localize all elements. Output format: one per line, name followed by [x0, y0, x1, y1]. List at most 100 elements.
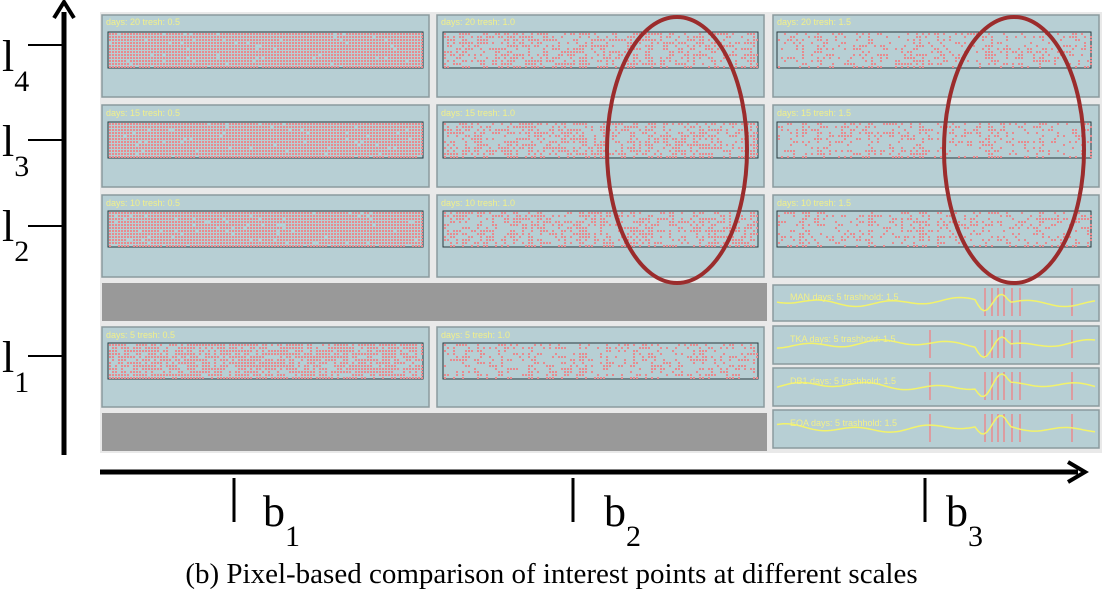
- interest-point-dot: [531, 39, 533, 41]
- interest-point-dot: [540, 135, 542, 137]
- interest-point-dot: [793, 57, 795, 59]
- interest-point-dot: [202, 60, 204, 62]
- interest-point-dot: [121, 51, 123, 53]
- interest-point-dot: [250, 144, 252, 146]
- interest-point-dot: [699, 36, 701, 38]
- interest-point-dot: [489, 48, 491, 50]
- interest-point-dot: [886, 123, 888, 125]
- interest-point-dot: [277, 63, 279, 65]
- interest-point-dot: [856, 153, 858, 155]
- interest-point-dot: [690, 132, 692, 134]
- interest-point-dot: [160, 233, 162, 235]
- interest-point-dot: [226, 233, 228, 235]
- interest-point-dot: [898, 132, 900, 134]
- interest-point-dot: [277, 132, 279, 134]
- interest-point-dot: [582, 48, 584, 50]
- interest-point-dot: [1033, 126, 1035, 128]
- interest-point-dot: [355, 57, 357, 59]
- interest-point-dot: [573, 141, 575, 143]
- interest-point-dot: [145, 236, 147, 238]
- interest-point-dot: [811, 147, 813, 149]
- interest-point-dot: [513, 66, 515, 68]
- interest-point-dot: [376, 129, 378, 131]
- interest-point-dot: [340, 129, 342, 131]
- interest-point-dot: [1021, 33, 1023, 35]
- interest-point-dot: [723, 45, 725, 47]
- interest-point-dot: [205, 48, 207, 50]
- interest-point-dot: [355, 63, 357, 65]
- interest-point-dot: [241, 42, 243, 44]
- interest-point-dot: [564, 135, 566, 137]
- interest-point-dot: [741, 66, 743, 68]
- interest-point-dot: [660, 33, 662, 35]
- interest-point-dot: [492, 138, 494, 140]
- interest-point-dot: [817, 51, 819, 53]
- interest-point-dot: [1024, 156, 1026, 158]
- interest-point-dot: [919, 153, 921, 155]
- interest-point-dot: [820, 39, 822, 41]
- interest-point-dot: [211, 242, 213, 244]
- interest-point-dot: [412, 66, 414, 68]
- interest-point-dot: [669, 57, 671, 59]
- interest-point-dot: [175, 144, 177, 146]
- interest-point-dot: [693, 144, 695, 146]
- interest-point-dot: [558, 57, 560, 59]
- interest-point-dot: [838, 135, 840, 137]
- interest-point-dot: [196, 123, 198, 125]
- interest-point-dot: [349, 144, 351, 146]
- interest-point-dot: [693, 39, 695, 41]
- interest-point-dot: [693, 153, 695, 155]
- interest-point-dot: [666, 66, 668, 68]
- interest-point-dot: [1087, 60, 1089, 62]
- interest-point-dot: [181, 66, 183, 68]
- interest-point-dot: [444, 51, 446, 53]
- interest-point-dot: [1045, 60, 1047, 62]
- interest-point-dot: [145, 224, 147, 226]
- interest-point-dot: [127, 33, 129, 35]
- interest-point-dot: [418, 45, 420, 47]
- interest-point-dot: [190, 230, 192, 232]
- interest-point-dot: [352, 150, 354, 152]
- interest-point-dot: [391, 132, 393, 134]
- interest-point-dot: [304, 48, 306, 50]
- interest-point-dot: [690, 147, 692, 149]
- interest-point-dot: [139, 156, 141, 158]
- interest-point-dot: [579, 123, 581, 125]
- interest-point-dot: [379, 57, 381, 59]
- interest-point-dot: [286, 135, 288, 137]
- interest-point-dot: [528, 129, 530, 131]
- interest-point-dot: [534, 126, 536, 128]
- interest-point-dot: [1039, 63, 1041, 65]
- interest-point-dot: [229, 51, 231, 53]
- interest-point-dot: [307, 33, 309, 35]
- interest-point-dot: [295, 141, 297, 143]
- interest-point-dot: [127, 233, 129, 235]
- interest-point-dot: [190, 236, 192, 238]
- interest-point-dot: [558, 156, 560, 158]
- interest-point-dot: [415, 141, 417, 143]
- interest-point-dot: [790, 123, 792, 125]
- interest-point-dot: [868, 156, 870, 158]
- interest-point-dot: [331, 135, 333, 137]
- interest-point-dot: [955, 135, 957, 137]
- interest-point-dot: [379, 150, 381, 152]
- interest-point-dot: [397, 45, 399, 47]
- interest-point-dot: [217, 236, 219, 238]
- interest-point-dot: [805, 33, 807, 35]
- interest-point-dot: [328, 39, 330, 41]
- interest-point-dot: [988, 156, 990, 158]
- interest-point-dot: [678, 147, 680, 149]
- interest-point-dot: [382, 51, 384, 53]
- interest-point-dot: [630, 126, 632, 128]
- interest-point-dot: [199, 221, 201, 223]
- interest-point-dot: [606, 66, 608, 68]
- interest-point-dot: [1051, 141, 1053, 143]
- interest-point-dot: [483, 129, 485, 131]
- interest-point-dot: [573, 129, 575, 131]
- interest-point-dot: [829, 135, 831, 137]
- interest-point-dot: [627, 48, 629, 50]
- interest-point-dot: [229, 224, 231, 226]
- interest-point-dot: [729, 135, 731, 137]
- interest-point-dot: [340, 57, 342, 59]
- interest-point-dot: [163, 66, 165, 68]
